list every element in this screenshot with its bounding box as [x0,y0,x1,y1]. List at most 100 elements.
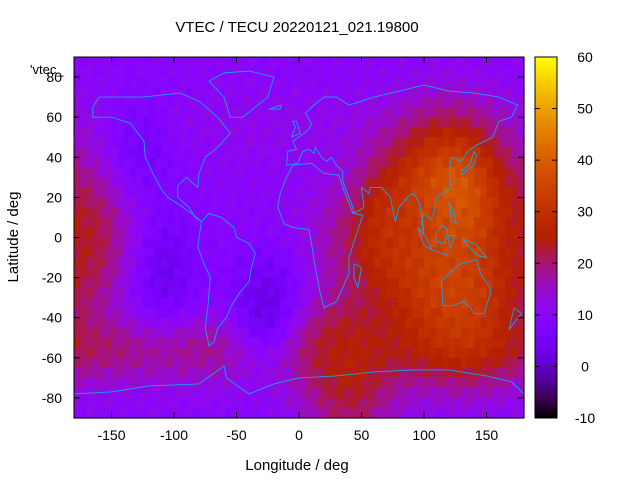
heatmap-cell [161,227,169,239]
heatmap-cell [492,287,500,299]
heatmap-cell [317,257,325,269]
heatmap-cell [486,147,494,158]
heatmap-cell [486,157,494,168]
heatmap-cell [374,167,381,178]
heatmap-cell [361,157,369,168]
heatmap-cell [517,117,525,128]
heatmap-cell [424,247,431,259]
heatmap-cell [305,207,313,219]
heatmap-cell [461,57,469,68]
heatmap-cell [130,407,138,419]
heatmap-cell [286,287,294,299]
heatmap-cell [167,377,175,389]
heatmap-cell [261,327,269,339]
heatmap-cell [336,97,344,108]
heatmap-cell [174,287,181,299]
heatmap-cell [392,127,400,138]
heatmap-cell [292,67,300,78]
heatmap-cell [492,217,500,229]
heatmap-cell [336,117,344,128]
heatmap-cell [142,377,150,389]
heatmap-cell [236,327,244,339]
heatmap-cell [180,217,188,229]
heatmap-cell [186,267,194,279]
heatmap-cell [367,377,375,389]
heatmap-cell [436,277,444,289]
heatmap-cell [136,287,144,299]
heatmap-cell [480,257,488,269]
heatmap-cell [92,147,100,158]
heatmap-cell [399,287,406,299]
heatmap-cell [192,347,200,359]
heatmap-cell [324,177,331,188]
heatmap-cell [349,287,356,299]
heatmap-cell [499,57,506,68]
heatmap-cell [430,97,438,108]
heatmap-cell [492,227,500,239]
heatmap-cell [411,237,419,249]
heatmap-cell [224,237,231,249]
heatmap-cell [161,287,169,299]
heatmap-cell [192,397,200,409]
heatmap-cell [142,157,150,168]
heatmap-cell [474,327,481,339]
heatmap-cell [180,167,188,178]
heatmap-cell [305,117,313,128]
heatmap-cell [205,327,213,339]
heatmap-cell [174,347,181,359]
heatmap-cell [92,57,100,68]
heatmap-cell [130,247,138,259]
heatmap-cell [474,197,481,209]
heatmap-cell [511,197,519,209]
heatmap-cell [286,177,294,188]
heatmap-cell [255,167,263,178]
heatmap-cell [367,337,375,349]
heatmap-cell [286,277,294,289]
heatmap-cell [186,127,194,138]
heatmap-cell [105,207,113,219]
heatmap-cell [299,407,306,419]
heatmap-cell [461,367,469,379]
heatmap-cell [305,247,313,259]
heatmap-cell [286,407,294,419]
heatmap-cell [305,167,313,178]
heatmap-cell [349,137,356,148]
heatmap-cell [242,187,250,198]
heatmap-cell [492,267,500,279]
heatmap-cell [80,147,88,158]
heatmap-cell [442,267,450,279]
heatmap-cell [286,227,294,239]
heatmap-cell [467,187,475,198]
heatmap-cell [305,257,313,269]
heatmap-cell [349,407,356,419]
heatmap-cell [261,67,269,78]
heatmap-cell [361,67,369,78]
heatmap-cell [224,187,231,198]
heatmap-cell [430,317,438,329]
heatmap-cell [124,337,131,349]
heatmap-cell [480,317,488,329]
heatmap-cell [217,217,225,229]
heatmap-cell [505,157,513,168]
heatmap-cell [474,67,481,78]
heatmap-cell [267,167,275,178]
heatmap-cell [155,77,163,88]
heatmap-cell [461,107,469,118]
heatmap-cell [242,257,250,269]
heatmap-cell [205,377,213,389]
heatmap-cell [117,137,125,148]
heatmap-cell [174,77,181,88]
heatmap-cell [80,317,88,329]
heatmap-cell [161,137,169,148]
heatmap-cell [130,207,138,219]
heatmap-cell [274,307,281,319]
heatmap-cell [180,307,188,319]
heatmap-cell [349,297,356,309]
heatmap-cell [386,277,394,289]
heatmap-cell [424,387,431,399]
heatmap-cell [386,297,394,309]
heatmap-cell [411,257,419,269]
heatmap-cell [155,277,163,289]
heatmap-cell [180,77,188,88]
heatmap-cell [242,107,250,118]
